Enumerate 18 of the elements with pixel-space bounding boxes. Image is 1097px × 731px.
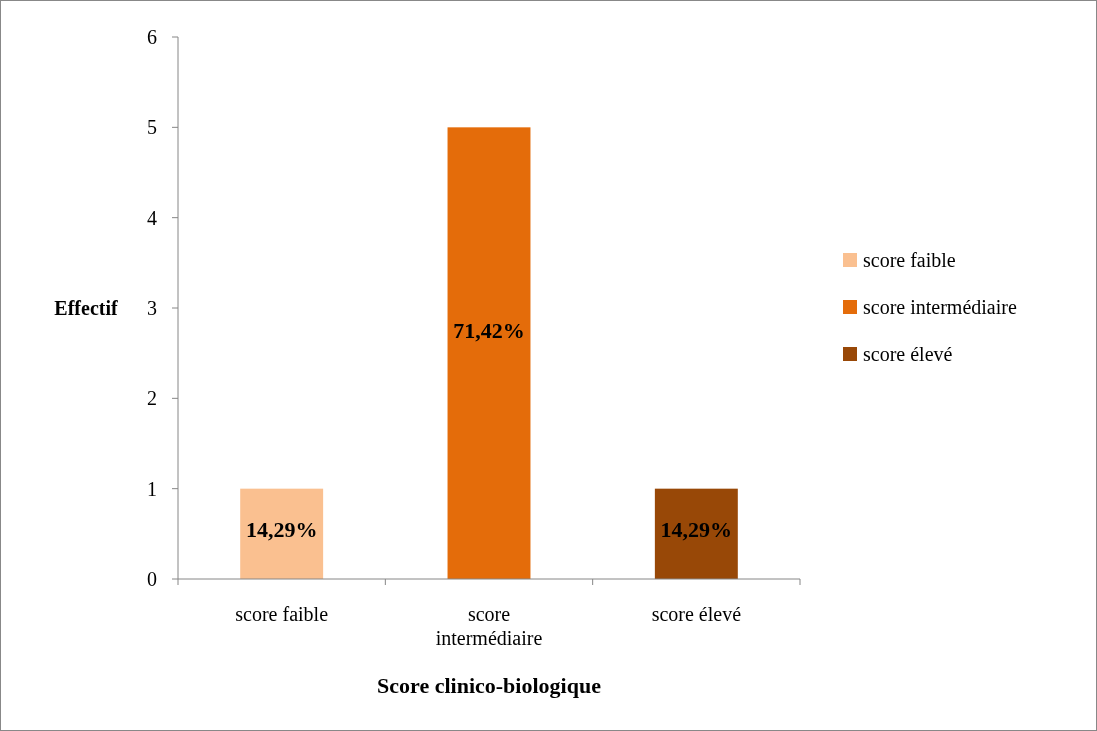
y-tick-label: 1 [147, 477, 157, 500]
y-tick-label: 4 [147, 206, 157, 229]
y-tick-label: 3 [147, 297, 157, 319]
y-axis-title: Effectif [54, 297, 118, 319]
y-tick-label: 6 [147, 26, 157, 48]
legend-label: score faible [863, 249, 956, 271]
y-tick-label: 5 [147, 116, 157, 139]
annotation: 71,42% [453, 318, 525, 344]
x-tick-label: score intermédiaire [435, 603, 543, 649]
annotation: 14,29% [245, 517, 318, 543]
x-axis-title: Score clinico-biologique [377, 673, 602, 698]
legend-label: score élevé [863, 343, 953, 365]
legend-label: score intermédiaire [863, 296, 1017, 318]
x-tick-label: score élevé [651, 603, 742, 625]
y-tick-label: 2 [147, 387, 157, 410]
y-tick-label: 0 [147, 568, 157, 590]
annotation: 14,29% [660, 517, 733, 543]
x-tick-label: score faible [235, 603, 329, 625]
